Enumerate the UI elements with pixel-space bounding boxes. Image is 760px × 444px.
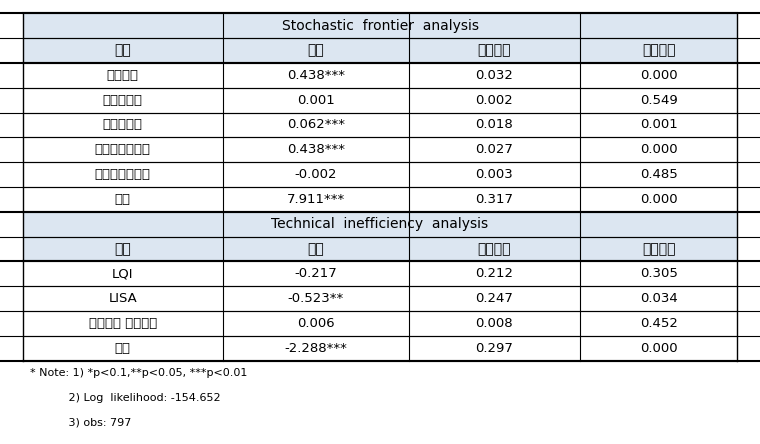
Text: 0.032: 0.032	[475, 69, 513, 82]
Text: 0.212: 0.212	[475, 267, 513, 280]
Bar	[23, 237, 737, 262]
Text: 0.317: 0.317	[475, 193, 513, 206]
Text: 상수: 상수	[115, 342, 131, 355]
Text: -2.288***: -2.288***	[284, 342, 347, 355]
Text: 상수: 상수	[115, 193, 131, 206]
Text: 2) Log  likelihood: -154.652: 2) Log likelihood: -154.652	[30, 393, 221, 403]
Text: 0.001: 0.001	[640, 119, 677, 131]
Text: 0.438***: 0.438***	[287, 143, 345, 156]
Text: 0.003: 0.003	[476, 168, 513, 181]
Text: 0.452: 0.452	[640, 317, 678, 330]
Text: 0.000: 0.000	[640, 69, 677, 82]
Text: -0.217: -0.217	[294, 267, 337, 280]
Text: 0.027: 0.027	[475, 143, 513, 156]
Text: 0.001: 0.001	[297, 94, 334, 107]
Text: 변수: 변수	[115, 44, 131, 58]
Bar	[23, 336, 737, 361]
Text: -0.523**: -0.523**	[287, 292, 344, 305]
Bar	[23, 212, 737, 237]
Text: 표준오차: 표준오차	[477, 242, 511, 256]
Text: 0.000: 0.000	[640, 193, 677, 206]
Text: 0.485: 0.485	[640, 168, 677, 181]
Bar	[23, 311, 737, 336]
Bar	[23, 13, 737, 38]
Text: LQI: LQI	[112, 267, 134, 280]
Text: 재배면적: 재배면적	[107, 69, 139, 82]
Text: 0.438***: 0.438***	[287, 69, 345, 82]
Text: 유의수준: 유의수준	[642, 242, 676, 256]
Text: 0.247: 0.247	[475, 292, 513, 305]
Text: 표준오차: 표준오차	[477, 44, 511, 58]
Text: 0.008: 0.008	[476, 317, 513, 330]
Text: 유의수준: 유의수준	[642, 44, 676, 58]
Text: 0.018: 0.018	[476, 119, 513, 131]
Bar	[23, 262, 737, 286]
Text: 변수: 변수	[115, 242, 131, 256]
Text: 0.549: 0.549	[640, 94, 677, 107]
Text: 0.062***: 0.062***	[287, 119, 345, 131]
Bar	[23, 63, 737, 88]
Text: 0.000: 0.000	[640, 342, 677, 355]
Text: LISA: LISA	[109, 292, 138, 305]
Text: 7.911***: 7.911***	[287, 193, 345, 206]
Bar	[23, 137, 737, 162]
Text: 고정자본용역비: 고정자본용역비	[95, 168, 150, 181]
Bar	[23, 187, 737, 212]
Text: 0.305: 0.305	[640, 267, 678, 280]
Text: -0.002: -0.002	[294, 168, 337, 181]
Text: Technical  inefficiency  analysis: Technical inefficiency analysis	[271, 217, 489, 231]
Text: 계수: 계수	[307, 44, 324, 58]
Text: 0.000: 0.000	[640, 143, 677, 156]
Text: 0.034: 0.034	[640, 292, 677, 305]
Bar	[23, 38, 737, 63]
Text: 자가노동비: 자가노동비	[103, 119, 143, 131]
Text: 조사작목 재배경력: 조사작목 재배경력	[89, 317, 157, 330]
Text: 고용노동비: 고용노동비	[103, 94, 143, 107]
Text: 0.002: 0.002	[476, 94, 513, 107]
Bar	[23, 286, 737, 311]
Bar	[23, 113, 737, 137]
Text: * Note: 1) *p<0.1,**p<0.05, ***p<0.01: * Note: 1) *p<0.1,**p<0.05, ***p<0.01	[30, 368, 248, 378]
Text: 0.006: 0.006	[297, 317, 334, 330]
Text: 0.297: 0.297	[475, 342, 513, 355]
Bar	[23, 162, 737, 187]
Text: 3) obs: 797: 3) obs: 797	[30, 418, 131, 428]
Text: 유동자본용역비: 유동자본용역비	[95, 143, 150, 156]
Text: Stochastic  frontier  analysis: Stochastic frontier analysis	[281, 19, 479, 33]
Text: 계수: 계수	[307, 242, 324, 256]
Bar	[23, 88, 737, 113]
